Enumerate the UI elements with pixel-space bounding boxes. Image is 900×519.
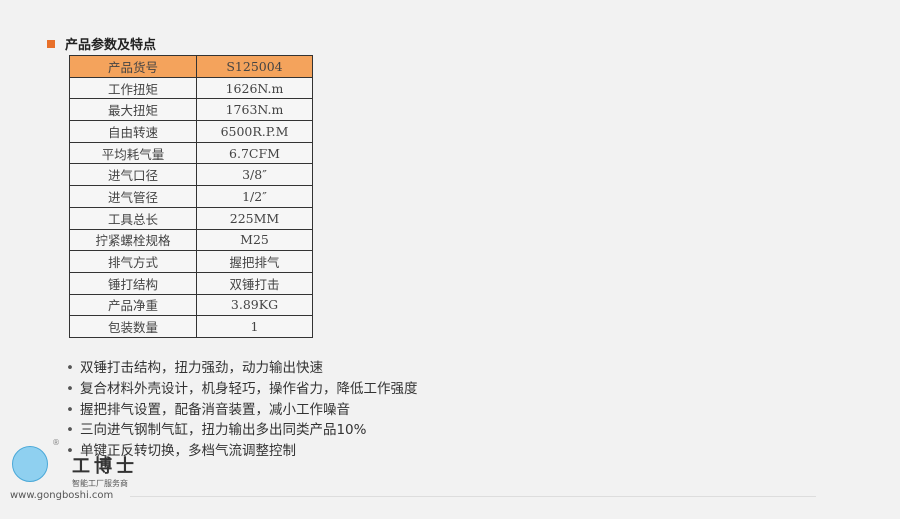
spec-label: 产品货号 (69, 55, 197, 78)
spec-label: 进气口径 (69, 163, 197, 187)
registered-mark: ® (52, 438, 60, 447)
spec-value: 握把排气 (196, 250, 313, 273)
table-row: 拧紧螺栓规格 M25 (69, 228, 313, 252)
spec-label: 锤打结构 (69, 271, 197, 295)
feature-item: 三向进气钢制气缸，扭力输出多出同类产品10% (66, 420, 417, 441)
spec-label: 进气管径 (69, 185, 197, 208)
spec-value: 225MM (196, 206, 313, 230)
spec-label: 产品净重 (69, 293, 197, 317)
spec-label: 平均耗气量 (69, 141, 197, 165)
table-row: 平均耗气量 6.7CFM (69, 141, 313, 165)
table-row: 锤打结构 双锤打击 (69, 271, 313, 295)
table-row: 产品净重 3.89KG (69, 293, 313, 317)
spec-table: 产品货号 S125004 工作扭矩 1626N.m 最大扭矩 1763N.m 自由转速 650… (69, 55, 313, 338)
table-row: 进气口径 3/8″ (69, 163, 313, 187)
spec-value: 6500R.P.M (196, 120, 313, 143)
spec-label: 工作扭矩 (69, 76, 197, 100)
spec-label: 拧紧螺栓规格 (69, 228, 197, 252)
feature-list: 双锤打击结构，扭力强劲，动力输出快速复合材料外壳设计，机身轻巧，操作省力，降低工… (66, 358, 418, 462)
table-row: 包装数量 1 (69, 315, 313, 338)
table-row: 工具总长 225MM (69, 206, 313, 230)
feature-item: 双锤打击结构，扭力强劲，动力输出快速 (66, 358, 417, 379)
spec-value: 6.7CFM (196, 141, 313, 165)
spec-value: 1626N.m (196, 76, 313, 100)
spec-value: 双锤打击 (196, 271, 313, 295)
table-row: 进气管径 1/2″ (69, 185, 313, 208)
feature-item: 单键正反转切换，多档气流调整控制 (66, 441, 417, 462)
section-heading: 产品参数及特点 (47, 34, 156, 53)
spec-label: 工具总长 (69, 206, 197, 230)
spec-label: 排气方式 (69, 250, 197, 273)
spec-value: M25 (196, 228, 313, 252)
feature-item: 复合材料外壳设计，机身轻巧，操作省力，降低工作强度 (66, 379, 418, 400)
mascot-icon (12, 446, 48, 482)
feature-item: 握把排气设置，配备消音装置，减小工作噪音 (66, 400, 417, 421)
square-bullet-icon (47, 39, 55, 48)
brand-name: 工博士 (72, 456, 138, 477)
brand-tagline: 智能工厂服务商 (72, 479, 128, 488)
table-row: 产品货号 S125004 (69, 55, 313, 78)
spec-value: 3.89KG (196, 293, 313, 317)
spec-value: 3/8″ (196, 163, 313, 187)
spec-value: S125004 (196, 55, 313, 78)
table-row: 最大扭矩 1763N.m (69, 98, 313, 122)
spec-value: 1/2″ (196, 185, 313, 208)
table-row: 自由转速 6500R.P.M (69, 120, 313, 143)
spec-label: 自由转速 (69, 120, 197, 143)
table-row: 工作扭矩 1626N.m (69, 76, 313, 100)
spec-label: 最大扭矩 (69, 98, 197, 122)
spec-value: 1763N.m (196, 98, 313, 122)
spec-label: 包装数量 (69, 315, 197, 338)
table-row: 排气方式 握把排气 (69, 250, 313, 273)
divider (130, 496, 816, 497)
spec-value: 1 (196, 315, 313, 338)
section-title: 产品参数及特点 (65, 38, 157, 53)
brand-url: www.gongboshi.com (10, 490, 114, 501)
